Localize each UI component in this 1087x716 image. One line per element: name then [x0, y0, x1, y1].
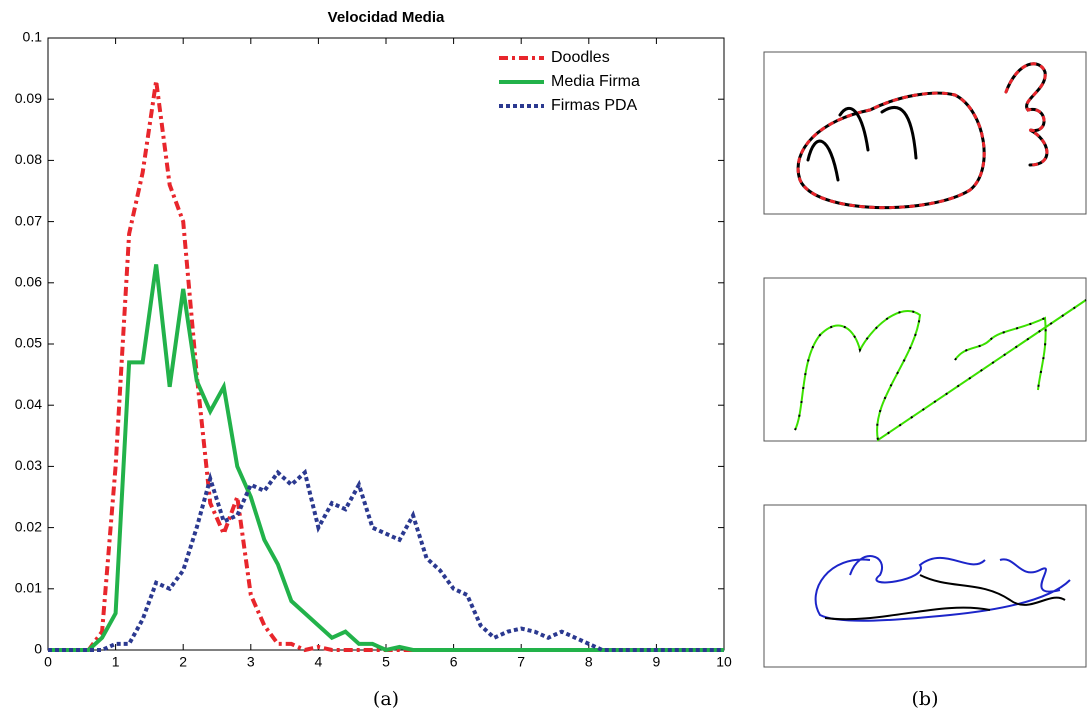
x-tick-label: 9 — [653, 654, 661, 670]
y-tick-label: 0.1 — [23, 29, 43, 45]
signature — [794, 299, 1087, 442]
y-tick-label: 0 — [34, 641, 42, 657]
y-tick-label: 0.06 — [15, 274, 42, 290]
signature — [814, 555, 1071, 622]
y-tick-label: 0.04 — [15, 396, 42, 412]
line — [48, 468, 724, 652]
signature-panels — [763, 51, 1087, 668]
x-tick-label: 6 — [450, 654, 458, 670]
x-tick-label: 5 — [382, 654, 390, 670]
legend-label: Firmas PDA — [551, 97, 638, 114]
y-tick-label: 0.01 — [15, 580, 42, 596]
panel-label: (b) — [912, 688, 939, 710]
y-tick-label: 0.02 — [15, 518, 42, 534]
line — [48, 80, 724, 653]
doodle — [796, 62, 1049, 210]
legend-label: Doodles — [551, 49, 610, 66]
x-tick-label: 3 — [247, 654, 255, 670]
y-tick-label: 0.03 — [15, 457, 42, 473]
panel-box — [763, 51, 1087, 215]
panel-box — [763, 504, 1087, 668]
x-tick-label: 4 — [315, 654, 323, 670]
x-tick-label: 8 — [585, 654, 593, 670]
line — [48, 264, 724, 653]
y-tick-label: 0.05 — [15, 335, 42, 351]
x-tick-label: 2 — [179, 654, 187, 670]
x-tick-label: 1 — [112, 654, 120, 670]
chart-title: Velocidad Media — [328, 9, 445, 26]
y-tick-label: 0.07 — [15, 212, 42, 228]
y-tick-label: 0.09 — [15, 90, 42, 106]
panel-box — [763, 277, 1087, 442]
panel-label: (a) — [373, 688, 399, 710]
x-tick-label: 0 — [44, 654, 52, 670]
y-tick-label: 0.08 — [15, 151, 42, 167]
x-tick-label: 7 — [517, 654, 525, 670]
legend-label: Media Firma — [551, 73, 640, 90]
x-tick-label: 10 — [716, 654, 732, 670]
